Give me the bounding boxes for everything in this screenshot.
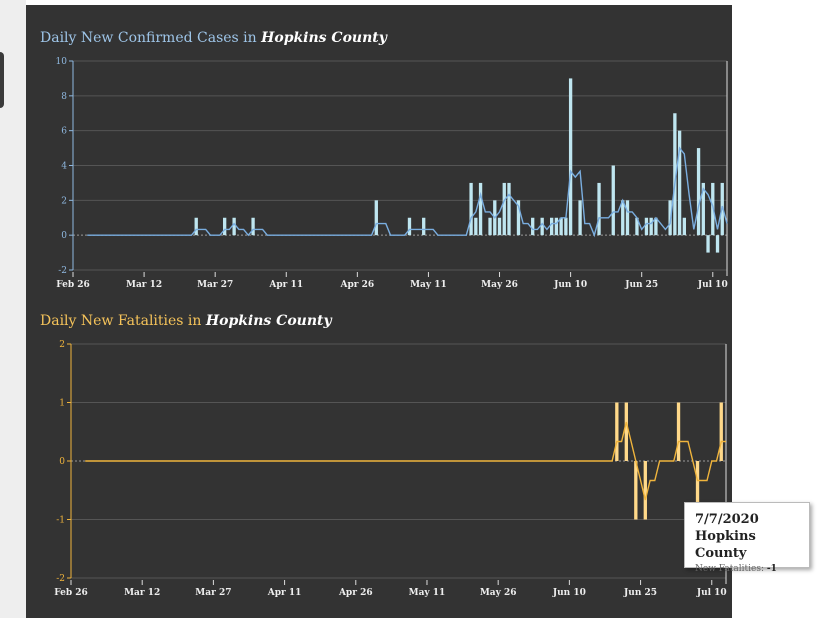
data-bar bbox=[497, 217, 502, 236]
data-bar bbox=[474, 217, 478, 236]
y-tick-label: 2 bbox=[59, 340, 65, 350]
data-bar bbox=[676, 402, 681, 461]
x-tick-label: Feb 26 bbox=[54, 588, 88, 598]
tooltip-stat: New Fatalities: -1 bbox=[695, 562, 809, 576]
y-tick-label: -2 bbox=[56, 574, 65, 584]
data-bar bbox=[654, 217, 658, 236]
y-tick-label: -1 bbox=[56, 516, 65, 526]
data-bar bbox=[696, 148, 701, 236]
cases-chart[interactable]: -2 0 2 4 6 8 10 Feb 26 Mar 12 Mar 27 Apr 11 Apr 26 M… bbox=[26, 55, 732, 300]
data-bar bbox=[597, 182, 601, 236]
x-tick-label: Apr 11 bbox=[268, 280, 303, 290]
fatalities-chart[interactable]: -2 -1 0 1 2 Feb 26 Mar 12 Mar 27 Apr 11 Apr 26 May… bbox=[26, 338, 732, 606]
data-bar bbox=[635, 217, 639, 236]
y-tick-label: 8 bbox=[61, 92, 67, 102]
x-tick-label: May 26 bbox=[481, 280, 518, 290]
data-bar bbox=[568, 78, 573, 236]
data-bar bbox=[549, 217, 554, 236]
tooltip-stat-value: -1 bbox=[766, 564, 777, 574]
data-bar bbox=[682, 217, 687, 236]
y-tick-label: 0 bbox=[61, 231, 67, 241]
x-tick-label: Mar 12 bbox=[126, 280, 162, 290]
data-bar bbox=[578, 200, 582, 236]
x-tick-label: Mar 12 bbox=[124, 588, 160, 598]
cases-title-county: Hopkins County bbox=[261, 30, 387, 46]
hover-tooltip: 7/7/2020 Hopkins County New Fatalities: … bbox=[684, 502, 810, 574]
data-bar bbox=[673, 113, 677, 236]
data-bar bbox=[531, 217, 535, 236]
rolling-average-line bbox=[87, 146, 728, 238]
y-tick-label: 6 bbox=[61, 127, 67, 137]
x-tick-label: Mar 27 bbox=[197, 280, 233, 290]
x-tick-label: Apr 26 bbox=[338, 588, 373, 598]
data-bar bbox=[677, 130, 682, 236]
tooltip-county: Hopkins County bbox=[695, 529, 756, 561]
data-bar bbox=[478, 182, 483, 236]
data-bar bbox=[488, 217, 492, 236]
data-bar bbox=[643, 461, 647, 520]
data-bar bbox=[516, 200, 521, 236]
rolling-average-line bbox=[85, 421, 726, 501]
data-bar bbox=[644, 217, 649, 236]
data-bar bbox=[625, 200, 630, 236]
data-bar bbox=[554, 217, 559, 236]
left-gutter bbox=[0, 0, 26, 618]
x-tick-label: May 11 bbox=[410, 280, 447, 290]
data-bar bbox=[422, 217, 426, 236]
data-bar bbox=[634, 461, 638, 520]
data-bar bbox=[407, 217, 412, 236]
y-tick-label: -2 bbox=[58, 266, 67, 276]
data-bar bbox=[615, 402, 619, 461]
data-bar bbox=[194, 217, 198, 236]
x-tick-label: Feb 26 bbox=[56, 280, 90, 290]
data-bar bbox=[559, 217, 563, 236]
tooltip-date: 7/7/2020 bbox=[695, 512, 759, 527]
x-tick-label: Jul 10 bbox=[697, 280, 728, 290]
x-tick-label: Mar 27 bbox=[195, 588, 231, 598]
x-tick-label: Jun 25 bbox=[623, 588, 657, 598]
x-tick-label: Jun 10 bbox=[552, 588, 586, 598]
charts-panel: Daily New Confirmed Cases in Hopkins Cou… bbox=[26, 5, 732, 618]
data-bar bbox=[621, 200, 625, 236]
y-tick-label: 2 bbox=[61, 196, 67, 206]
data-bar bbox=[232, 217, 236, 236]
x-tick-label: Jun 10 bbox=[553, 280, 587, 290]
data-bar bbox=[540, 217, 544, 236]
y-tick-label: 0 bbox=[59, 457, 65, 467]
cases-title-prefix: Daily New Confirmed Cases in bbox=[40, 30, 262, 46]
fatalities-title-county: Hopkins County bbox=[205, 313, 332, 329]
data-bar bbox=[719, 402, 723, 461]
data-bar bbox=[469, 182, 473, 236]
data-bar bbox=[611, 165, 615, 236]
y-tick-label: 4 bbox=[61, 162, 67, 172]
x-tick-label: Jul 10 bbox=[696, 588, 727, 598]
data-bar bbox=[695, 461, 700, 520]
x-tick-label: May 26 bbox=[480, 588, 517, 598]
sidebar-handle[interactable] bbox=[0, 52, 4, 108]
y-tick-label: 10 bbox=[56, 57, 68, 67]
data-bar bbox=[502, 182, 506, 236]
data-bar bbox=[507, 182, 511, 236]
data-bar bbox=[706, 235, 710, 253]
data-bar bbox=[701, 182, 705, 236]
x-tick-label: Apr 26 bbox=[340, 280, 375, 290]
data-bar bbox=[374, 200, 378, 236]
fatalities-title-prefix: Daily New Fatalities in bbox=[40, 313, 206, 329]
x-tick-label: May 11 bbox=[409, 588, 446, 598]
data-bar bbox=[251, 217, 255, 236]
data-bar bbox=[715, 235, 720, 253]
data-bar bbox=[564, 217, 568, 236]
cases-chart-title: Daily New Confirmed Cases in Hopkins Cou… bbox=[40, 30, 387, 46]
x-tick-label: Apr 11 bbox=[267, 588, 302, 598]
tooltip-stat-label: New Fatalities: bbox=[695, 564, 767, 574]
data-bar bbox=[649, 217, 653, 236]
y-tick-label: 1 bbox=[59, 399, 65, 409]
fatalities-chart-title: Daily New Fatalities in Hopkins County bbox=[40, 313, 332, 329]
data-bar bbox=[222, 217, 227, 236]
x-tick-label: Jun 25 bbox=[624, 280, 658, 290]
data-bar bbox=[624, 402, 628, 461]
